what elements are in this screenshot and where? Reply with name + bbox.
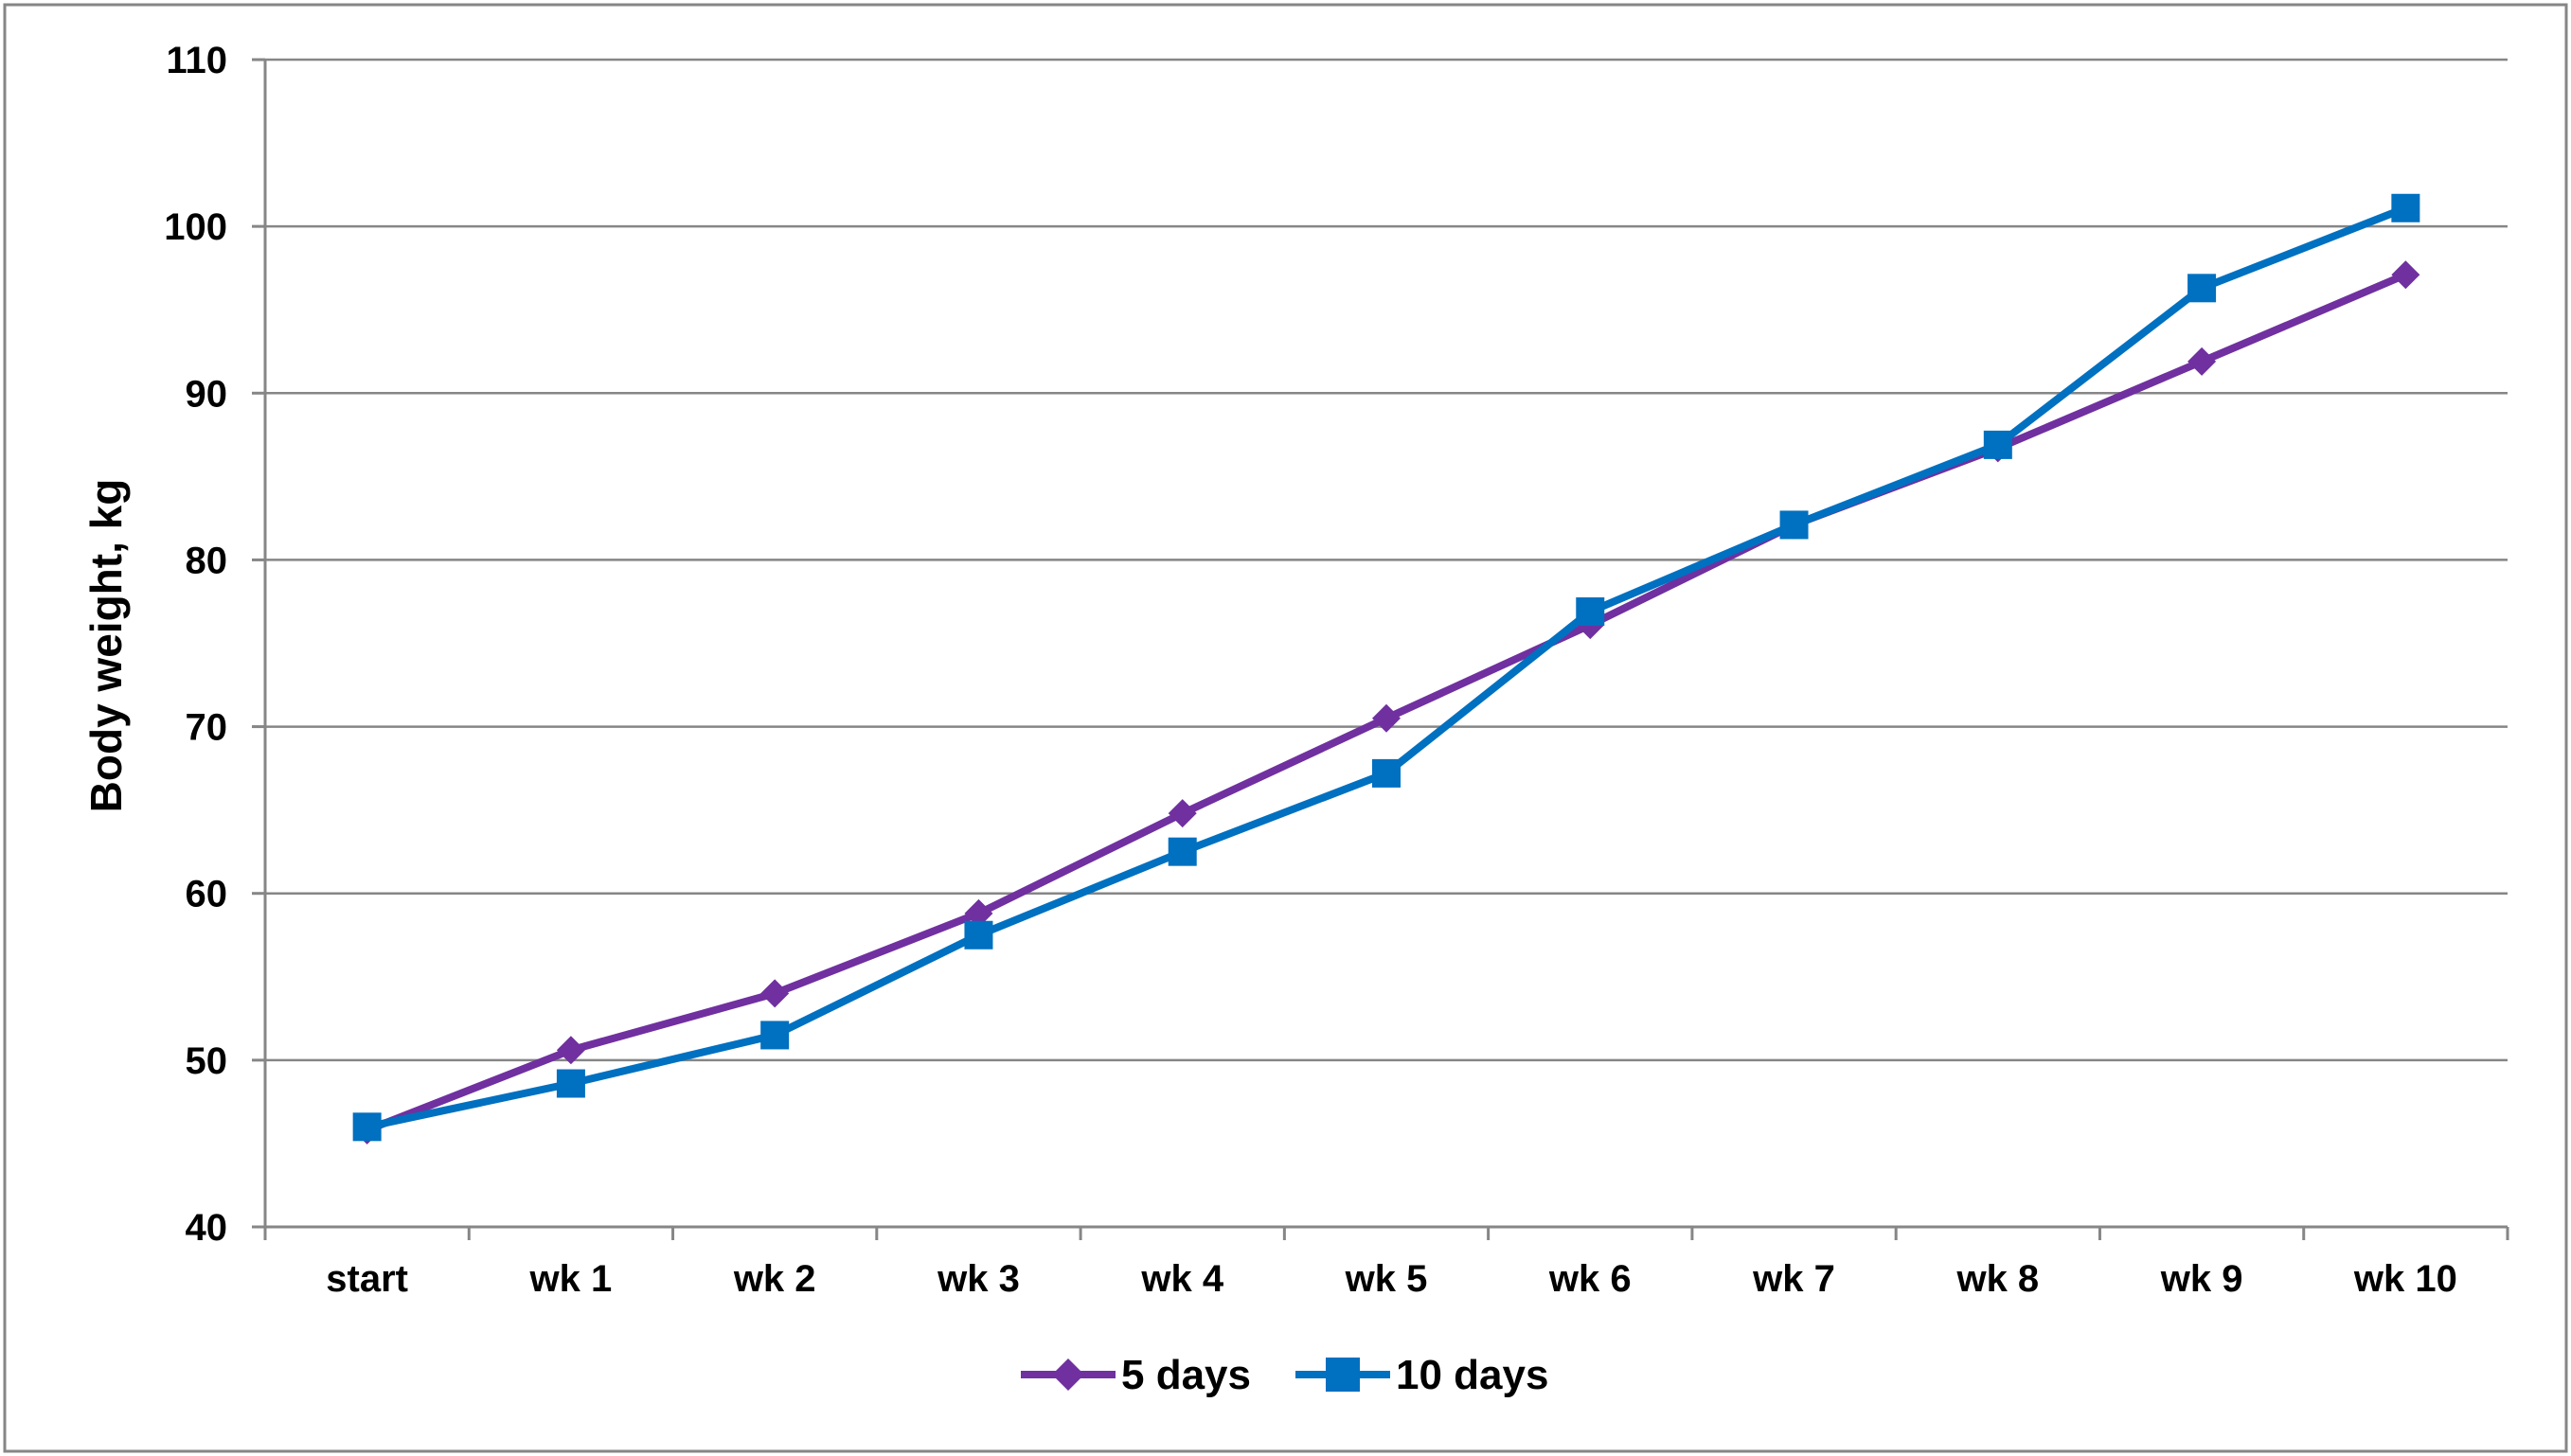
diamond-marker [1168, 799, 1197, 828]
y-tick-labels: 40 50 60 70 80 90 100 110 [164, 40, 227, 1249]
legend-item: 10 days [1295, 1352, 1548, 1398]
y-tick-label: 100 [164, 206, 227, 248]
square-marker [964, 920, 993, 950]
axes [252, 58, 2509, 1240]
gridlines [265, 58, 2508, 1062]
x-tick-label: wk 9 [2160, 1258, 2243, 1300]
diamond-marker [2391, 260, 2420, 290]
x-tick-label: start [326, 1258, 408, 1300]
chart-border [3, 3, 2568, 1453]
y-tick-label: 90 [186, 373, 228, 415]
y-tick-label: 40 [186, 1207, 228, 1249]
diamond-marker [964, 898, 993, 928]
legend-label: 5 days [1121, 1352, 1251, 1398]
diamond-marker [1052, 1358, 1084, 1391]
square-marker [556, 1069, 585, 1098]
x-tick-label: wk 1 [529, 1258, 613, 1300]
x-tick-label: wk 5 [1345, 1258, 1428, 1300]
square-marker [2187, 274, 2217, 303]
x-tick-label: wk 7 [1752, 1258, 1835, 1300]
x-tick-label: wk 2 [733, 1258, 816, 1300]
x-tick-label: wk 8 [1955, 1258, 2039, 1300]
square-marker [1779, 510, 1809, 540]
series [352, 193, 2420, 1145]
y-tick-label: 110 [166, 40, 227, 81]
y-tick-label: 70 [186, 707, 228, 749]
legend-item: 5 days [1021, 1352, 1251, 1398]
x-tick-label: wk 10 [2353, 1258, 2457, 1300]
x-tick-labels: start wk 1 wk 2 wk 3 wk 4 wk 5 wk 6 wk 7 wk 8 wk … [326, 1258, 2457, 1300]
square-marker [760, 1021, 790, 1050]
square-marker [1372, 758, 1401, 788]
x-tick-label: wk 6 [1548, 1258, 1632, 1300]
square-marker [1326, 1358, 1360, 1392]
square-marker [1983, 430, 2012, 459]
square-marker [2391, 193, 2420, 222]
series-2 [352, 193, 2420, 1142]
diamond-marker [2187, 346, 2217, 376]
diamond-marker [1372, 703, 1401, 733]
y-tick-label: 60 [186, 874, 228, 915]
x-tick-label: wk 4 [1140, 1258, 1223, 1300]
square-marker [352, 1112, 382, 1142]
x-tick-label: wk 3 [937, 1258, 1020, 1300]
diamond-marker [556, 1036, 585, 1065]
y-tick-label: 50 [186, 1040, 228, 1082]
legend-label: 10 days [1396, 1352, 1548, 1398]
square-marker [1576, 597, 1605, 627]
y-tick-label: 80 [186, 540, 228, 581]
y-axis-title: Body weight, kg [81, 479, 131, 813]
square-marker [1168, 837, 1197, 866]
diamond-marker [760, 979, 790, 1008]
legend: 5 days 10 days [1021, 1352, 1548, 1398]
